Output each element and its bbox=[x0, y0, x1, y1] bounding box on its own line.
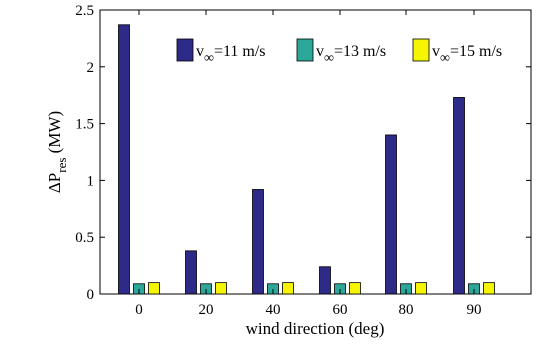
legend-swatch-1 bbox=[176, 38, 194, 62]
bar-series1-20 bbox=[185, 250, 197, 295]
x-tick-label: 0 bbox=[135, 302, 143, 318]
legend-label-1: v∞=11 m/s bbox=[196, 43, 266, 66]
bars-group bbox=[118, 24, 495, 295]
bar-series3-80 bbox=[415, 282, 427, 295]
bar-series1-60 bbox=[319, 266, 331, 295]
x-tick-label: 60 bbox=[333, 302, 348, 318]
y-tick-label: 2 bbox=[87, 60, 95, 76]
y-axis-label-unit: (MW) bbox=[45, 111, 64, 158]
legend-label-3: v∞=15 m/s bbox=[432, 43, 502, 66]
legend-swatch-2 bbox=[296, 38, 314, 62]
y-axis-label: ΔPres (MW) bbox=[45, 111, 69, 193]
bar-series1-80 bbox=[385, 134, 397, 295]
bar-series3-20 bbox=[215, 282, 227, 295]
y-tick-label: 1.5 bbox=[75, 117, 94, 133]
bar-series1-0 bbox=[118, 24, 130, 295]
bar-series3-90 bbox=[483, 282, 495, 295]
bar-series1-90 bbox=[453, 97, 465, 295]
x-tick-label: 90 bbox=[467, 302, 482, 318]
y-axis-label-main: ΔP bbox=[45, 173, 64, 193]
y-ticks-group: 0 0.5 1 1.5 2 2.5 bbox=[75, 3, 531, 303]
bar-series3-60 bbox=[349, 282, 361, 295]
x-ticks-group: 0 20 40 60 80 90 bbox=[135, 10, 482, 318]
x-tick-label: 40 bbox=[266, 302, 281, 318]
legend-swatch-3 bbox=[412, 38, 430, 62]
legend: v∞=11 m/s v∞=13 m/s v∞=15 m/s bbox=[176, 38, 502, 66]
svg-text:ΔPres (MW): ΔPres (MW) bbox=[45, 111, 69, 193]
bar-series3-40 bbox=[282, 282, 294, 295]
y-tick-label: 0.5 bbox=[75, 230, 94, 246]
x-axis-label: wind direction (deg) bbox=[246, 319, 385, 338]
y-tick-label: 2.5 bbox=[75, 3, 94, 19]
x-tick-label: 80 bbox=[399, 302, 414, 318]
legend-label-2: v∞=13 m/s bbox=[316, 43, 386, 66]
x-tick-label: 20 bbox=[199, 302, 214, 318]
y-tick-label: 1 bbox=[87, 173, 95, 189]
y-axis-label-sub: res bbox=[54, 158, 69, 173]
bar-series3-0 bbox=[148, 282, 160, 295]
y-tick-label: 0 bbox=[87, 287, 95, 303]
bar-series1-40 bbox=[252, 189, 264, 295]
